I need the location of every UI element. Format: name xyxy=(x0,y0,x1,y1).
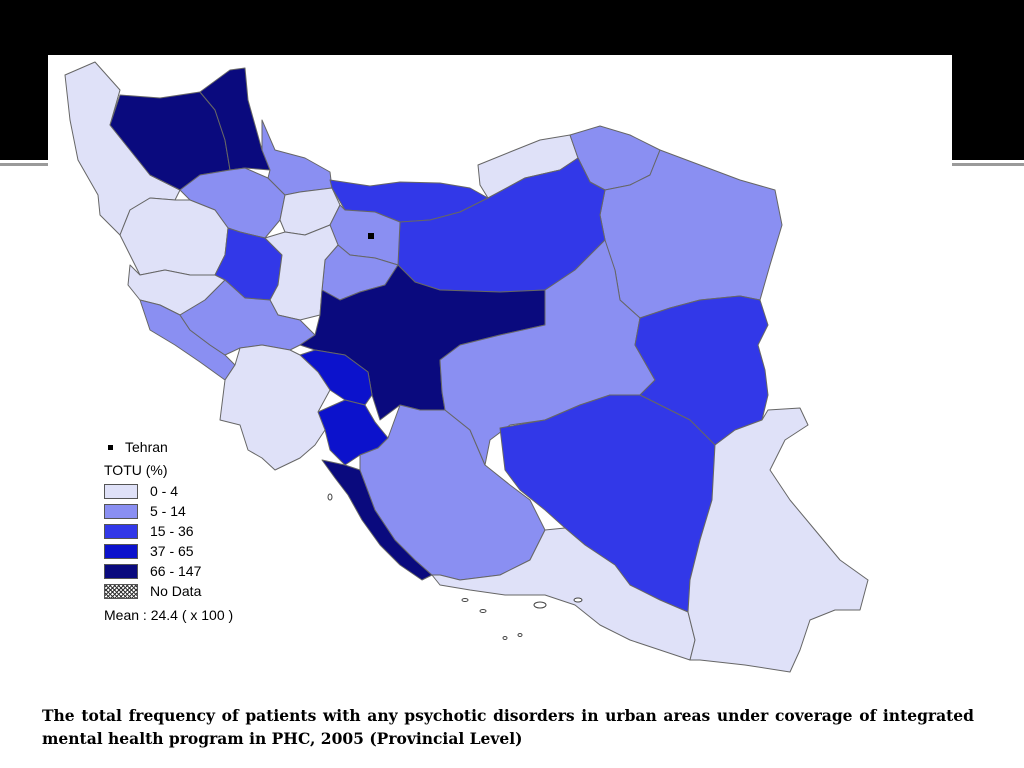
legend-swatch xyxy=(104,503,138,519)
figure-caption: The total frequency of patients with any… xyxy=(42,706,974,748)
island-4 xyxy=(573,597,583,603)
island-3 xyxy=(533,601,547,609)
legend-tehran-row: Tehran xyxy=(104,437,304,457)
legend-no-data-row: No Data xyxy=(104,581,304,601)
island-6 xyxy=(517,633,523,637)
province-kurdistan xyxy=(119,197,229,276)
legend-swatch xyxy=(104,523,138,539)
island-1 xyxy=(327,493,333,501)
legend-class-row: 0 - 4 xyxy=(104,481,304,501)
legend-class-label: 5 - 14 xyxy=(150,503,186,519)
province-khuzestan xyxy=(219,344,331,471)
map-legend: Tehran TOTU (%) 0 - 4 5 - 14 15 - 36 37 - 6… xyxy=(104,437,304,625)
no-data-swatch xyxy=(104,583,138,599)
legend-class-label: 0 - 4 xyxy=(150,483,179,499)
island-5 xyxy=(502,636,508,640)
legend-class-label: 15 - 36 xyxy=(150,523,194,539)
legend-class-row: 5 - 14 xyxy=(104,501,304,521)
province-south-khorasan xyxy=(634,295,769,446)
legend-swatch xyxy=(104,563,138,579)
legend-classes: 0 - 4 5 - 14 15 - 36 37 - 65 66 - 147 xyxy=(104,481,304,581)
header-rule-right xyxy=(952,163,1024,166)
map-panel xyxy=(48,55,952,680)
legend-class-row: 37 - 65 xyxy=(104,541,304,561)
legend-class-label: 37 - 65 xyxy=(150,543,194,559)
header-rule-left xyxy=(0,163,48,166)
legend-no-data-label: No Data xyxy=(150,583,202,599)
legend-swatch xyxy=(104,543,138,559)
legend-class-row: 15 - 36 xyxy=(104,521,304,541)
legend-mean: Mean : 24.4 ( x 100 ) xyxy=(104,607,234,623)
island-7 xyxy=(479,609,487,613)
province-sistan-baluchestan xyxy=(687,407,869,673)
province-ilam xyxy=(139,299,236,381)
iran-choropleth-map xyxy=(64,61,869,673)
tehran-marker-icon xyxy=(108,444,113,450)
island-2 xyxy=(461,598,469,602)
legend-tehran-label: Tehran xyxy=(125,439,168,455)
legend-class-row: 66 - 147 xyxy=(104,561,304,581)
legend-title: TOTU (%) xyxy=(104,462,168,478)
tehran-marker xyxy=(368,233,374,239)
legend-swatch xyxy=(104,483,138,499)
legend-class-label: 66 - 147 xyxy=(150,563,202,579)
